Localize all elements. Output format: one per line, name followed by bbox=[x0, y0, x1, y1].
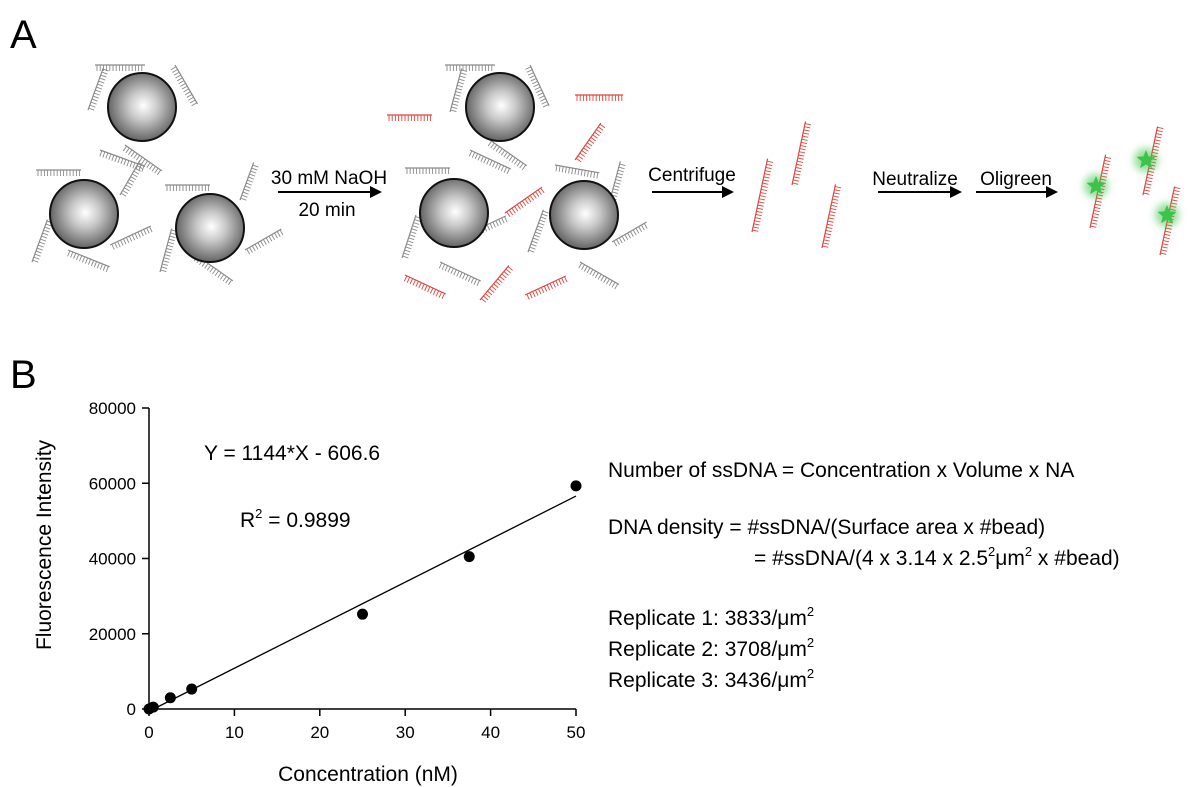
data-point bbox=[186, 683, 198, 695]
attached-strand bbox=[36, 169, 81, 176]
attached-strand bbox=[244, 228, 284, 255]
replicate-3: Replicate 3: 3436/μm2 bbox=[608, 666, 814, 692]
attached-strand bbox=[95, 64, 145, 71]
released-strand bbox=[504, 186, 545, 218]
attached-strand bbox=[449, 68, 468, 113]
attached-strand bbox=[109, 225, 153, 250]
released-strand bbox=[751, 158, 774, 233]
attached-strand bbox=[527, 209, 549, 253]
attached-strand bbox=[67, 249, 110, 273]
released-strand bbox=[479, 265, 513, 303]
attached-strand bbox=[468, 149, 512, 175]
attached-strand bbox=[401, 215, 422, 259]
y-tick-label: 40000 bbox=[89, 550, 136, 569]
attached-strand bbox=[119, 160, 145, 197]
replicate-2: Replicate 2: 3708/μm2 bbox=[608, 635, 814, 661]
attached-strand bbox=[611, 221, 648, 247]
attached-strand bbox=[487, 139, 528, 171]
attached-strand bbox=[170, 64, 199, 107]
attached-strand bbox=[31, 219, 53, 263]
bead bbox=[419, 178, 489, 248]
attached-strand bbox=[122, 144, 163, 176]
released-strand bbox=[791, 121, 812, 186]
x-tick-label: 20 bbox=[310, 723, 329, 742]
density-formula: DNA density = #ssDNA/(Surface area x #be… bbox=[608, 516, 1045, 539]
y-tick-label: 20000 bbox=[89, 625, 136, 644]
centrifuge-label: Centrifuge bbox=[648, 165, 736, 186]
data-point bbox=[357, 608, 368, 620]
attached-strand bbox=[578, 261, 620, 290]
attached-strand bbox=[445, 64, 495, 71]
naoh-label: 30 mM NaOH bbox=[271, 168, 387, 189]
released-strand bbox=[403, 274, 447, 300]
panel-b-letter: B bbox=[10, 353, 37, 397]
density-formula-expanded: = #ssDNA/(4 x 3.14 x 2.52μm2 x #bead) bbox=[754, 544, 1120, 570]
fit-line bbox=[153, 495, 577, 710]
replicate-1: Replicate 1: 3833/μm2 bbox=[608, 604, 814, 630]
neutralize-label: Neutralize bbox=[872, 169, 958, 190]
attached-strand bbox=[239, 162, 259, 201]
attached-strand bbox=[165, 184, 210, 191]
bead bbox=[465, 72, 535, 142]
attached-strand bbox=[525, 64, 550, 108]
fluorescent-star-icon bbox=[1155, 203, 1179, 227]
calibration-chart: 0 10 20 30 40 50 0 20000 40000 60000 80000 Concent… bbox=[33, 399, 585, 786]
x-tick-label: 30 bbox=[396, 723, 415, 742]
data-point bbox=[147, 701, 159, 713]
data-point bbox=[570, 480, 582, 492]
y-tick-label: 60000 bbox=[89, 474, 136, 493]
data-point bbox=[463, 551, 475, 563]
bead bbox=[175, 193, 245, 263]
x-tick-label: 0 bbox=[144, 723, 153, 742]
x-tick-label: 50 bbox=[567, 723, 586, 742]
released-strand bbox=[821, 184, 842, 249]
panel-a-letter: A bbox=[10, 13, 37, 57]
released-strand bbox=[387, 114, 432, 121]
attached-strand bbox=[554, 164, 600, 179]
attached-strand bbox=[159, 228, 178, 273]
y-tick-label: 80000 bbox=[89, 399, 136, 418]
attached-strand bbox=[87, 67, 109, 111]
y-axis-title: Fluorescence Intensity bbox=[33, 439, 56, 650]
arrow-naoh bbox=[278, 186, 382, 198]
released-strand bbox=[574, 122, 606, 163]
attached-strand bbox=[438, 261, 482, 287]
r-squared: R2 = 0.9899 bbox=[240, 506, 351, 532]
x-tick-label: 10 bbox=[225, 723, 244, 742]
released-strand bbox=[575, 94, 623, 101]
x-tick-label: 40 bbox=[481, 723, 500, 742]
panel-a-schematic bbox=[31, 64, 1181, 303]
arrow-neutralize bbox=[878, 186, 962, 198]
data-point bbox=[164, 692, 176, 704]
fit-equation: Y = 1144*X - 606.6 bbox=[204, 442, 380, 465]
bead bbox=[549, 180, 619, 250]
attached-strand bbox=[609, 161, 626, 201]
time-label: 20 min bbox=[298, 200, 355, 221]
ssdna-formula: Number of ssDNA = Concentration x Volume… bbox=[608, 459, 1074, 482]
fluorescent-star-icon bbox=[1134, 148, 1158, 172]
released-strand bbox=[524, 275, 568, 300]
attached-strand bbox=[405, 167, 450, 174]
x-axis-title: Concentration (nM) bbox=[278, 763, 458, 786]
bead bbox=[107, 72, 177, 142]
arrow-centrifuge bbox=[652, 186, 734, 198]
bead bbox=[49, 179, 119, 249]
fluorescent-star-icon bbox=[1084, 174, 1108, 198]
attached-strand bbox=[99, 149, 146, 172]
y-tick-label: 0 bbox=[127, 700, 136, 719]
oligreen-label: Oligreen bbox=[980, 169, 1052, 190]
arrow-oligreen bbox=[976, 186, 1058, 198]
